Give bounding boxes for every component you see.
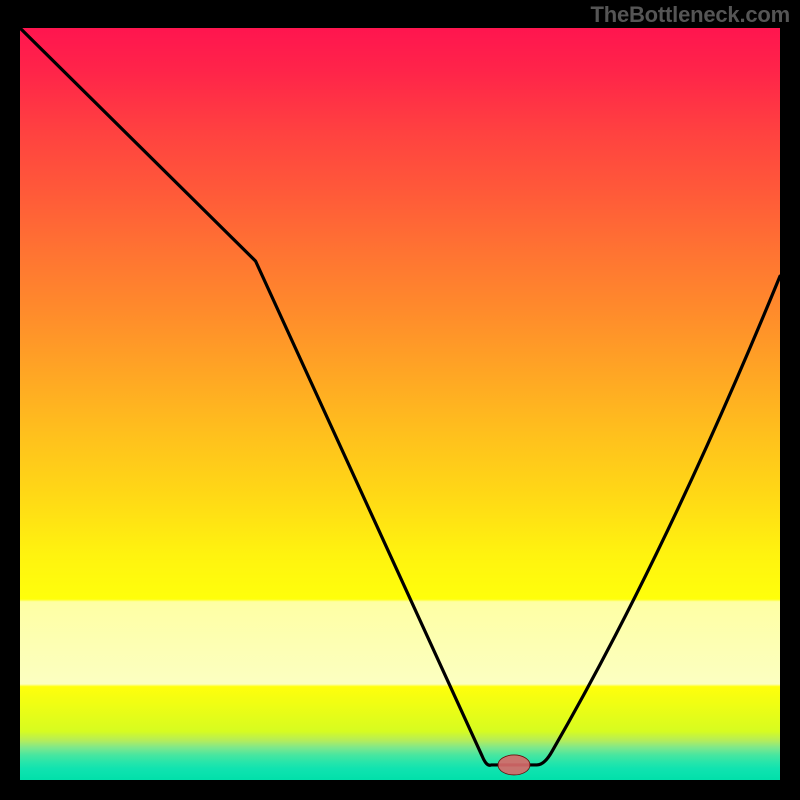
chart-frame: TheBottleneck.com (0, 0, 800, 800)
optimal-point-marker (498, 755, 530, 775)
plot-area (20, 28, 780, 780)
watermark-text: TheBottleneck.com (590, 2, 790, 28)
gradient-v-chart (20, 28, 780, 780)
